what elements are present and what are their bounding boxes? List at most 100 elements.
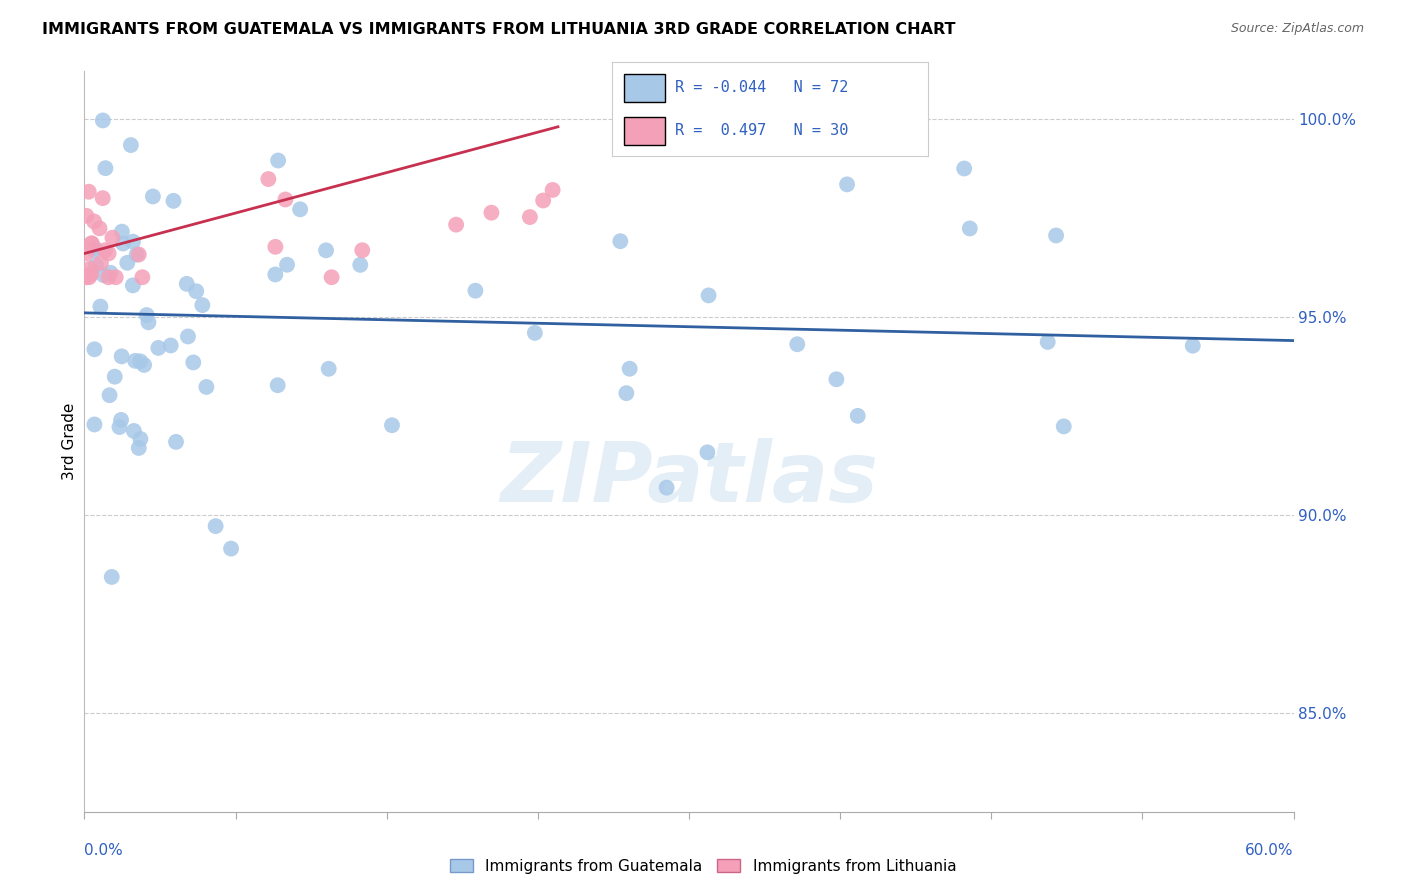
Point — [94, 244, 117, 258]
Point — [108, 420, 131, 434]
Point — [318, 361, 340, 376]
Point — [264, 268, 287, 282]
Point — [519, 210, 541, 224]
Point — [111, 225, 134, 239]
Point — [181, 355, 204, 369]
Point — [352, 244, 374, 258]
Point — [531, 194, 554, 208]
Point — [148, 341, 170, 355]
Point — [104, 270, 127, 285]
Point — [1181, 339, 1204, 353]
Point — [267, 153, 290, 168]
FancyBboxPatch shape — [624, 74, 665, 102]
Point — [83, 214, 105, 228]
Point — [1036, 334, 1059, 349]
Point — [111, 236, 134, 251]
Point — [122, 424, 145, 438]
Point — [274, 193, 297, 207]
Point — [117, 256, 139, 270]
Point — [83, 343, 105, 357]
Point — [131, 270, 153, 285]
Point — [128, 441, 150, 455]
Point — [110, 413, 132, 427]
Point — [609, 234, 631, 248]
Point — [191, 298, 214, 312]
Text: R = -0.044   N = 72: R = -0.044 N = 72 — [675, 80, 848, 95]
Point — [953, 161, 976, 176]
Point — [186, 285, 208, 299]
Point — [195, 380, 218, 394]
Point — [162, 194, 184, 208]
Legend: Immigrants from Guatemala, Immigrants from Lithuania: Immigrants from Guatemala, Immigrants fr… — [444, 853, 962, 880]
Point — [83, 241, 105, 255]
Point — [835, 178, 858, 192]
Point — [177, 329, 200, 343]
Point — [75, 209, 97, 223]
Point — [959, 221, 981, 235]
Point — [159, 338, 181, 352]
Point — [77, 270, 100, 285]
Point — [696, 445, 718, 459]
Point — [122, 235, 145, 249]
Point — [94, 161, 117, 176]
Point — [132, 358, 155, 372]
Point — [89, 300, 111, 314]
Y-axis label: 3rd Grade: 3rd Grade — [62, 403, 77, 480]
Point — [128, 247, 150, 261]
Point — [129, 354, 152, 368]
Point — [91, 113, 114, 128]
Point — [541, 183, 564, 197]
Point — [257, 172, 280, 186]
Point — [93, 268, 115, 283]
Point — [101, 230, 124, 244]
Point — [120, 138, 142, 153]
Point — [481, 205, 503, 219]
Point — [121, 278, 143, 293]
FancyBboxPatch shape — [624, 117, 665, 145]
Point — [1045, 228, 1067, 243]
Point — [267, 378, 290, 392]
Point — [264, 240, 287, 254]
Point — [752, 121, 775, 136]
Point — [655, 481, 678, 495]
Text: ZIPatlas: ZIPatlas — [501, 438, 877, 519]
Point — [91, 191, 114, 205]
Point — [90, 256, 112, 270]
Text: IMMIGRANTS FROM GUATEMALA VS IMMIGRANTS FROM LITHUANIA 3RD GRADE CORRELATION CHA: IMMIGRANTS FROM GUATEMALA VS IMMIGRANTS … — [42, 22, 956, 37]
Point — [825, 372, 848, 386]
Point — [276, 258, 298, 272]
Point — [129, 432, 152, 446]
Point — [697, 288, 720, 302]
Point — [79, 261, 101, 276]
Point — [165, 434, 187, 449]
Text: Source: ZipAtlas.com: Source: ZipAtlas.com — [1230, 22, 1364, 36]
Point — [97, 270, 120, 285]
Point — [1053, 419, 1076, 434]
Point — [444, 218, 467, 232]
Point — [219, 541, 242, 556]
Point — [786, 337, 808, 351]
Text: 0.0%: 0.0% — [84, 844, 124, 858]
Point — [89, 221, 111, 235]
Point — [846, 409, 869, 423]
Point — [80, 236, 103, 251]
Point — [98, 388, 121, 402]
Point — [84, 258, 107, 272]
Point — [381, 418, 404, 433]
Point — [100, 570, 122, 584]
Point — [464, 284, 486, 298]
Point — [80, 236, 103, 251]
Point — [142, 189, 165, 203]
Point — [80, 267, 103, 281]
Point — [619, 361, 641, 376]
Point — [77, 185, 100, 199]
Point — [83, 243, 105, 257]
Point — [75, 270, 97, 285]
Point — [100, 266, 122, 280]
Point — [111, 350, 134, 364]
Point — [97, 246, 120, 260]
Point — [614, 386, 637, 401]
Point — [315, 244, 337, 258]
Text: R =  0.497   N = 30: R = 0.497 N = 30 — [675, 123, 848, 138]
Point — [321, 270, 343, 285]
